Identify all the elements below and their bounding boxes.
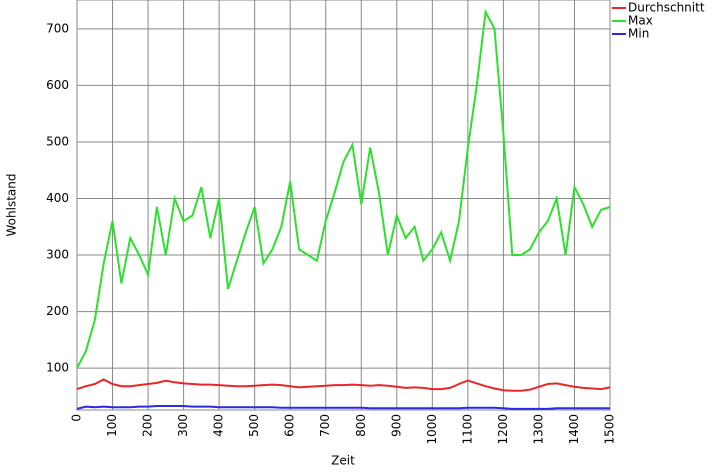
y-tick-label: 500 bbox=[46, 134, 69, 148]
series-line bbox=[76, 405, 610, 410]
x-tick-label: 700 bbox=[318, 414, 332, 437]
x-tick-label: 1500 bbox=[603, 414, 617, 445]
legend-label: Durchschnitt bbox=[628, 1, 705, 15]
y-tick-label: 300 bbox=[46, 248, 69, 262]
x-tick-label: 600 bbox=[283, 414, 297, 437]
legend-label: Min bbox=[628, 27, 649, 41]
x-tick-label: 400 bbox=[212, 414, 226, 437]
x-tick-label: 200 bbox=[141, 414, 155, 437]
legend-label: Max bbox=[628, 14, 653, 28]
x-tick-label: 100 bbox=[105, 414, 119, 437]
x-tick-label: 800 bbox=[354, 414, 368, 437]
x-axis-label: Zeit bbox=[331, 454, 355, 468]
plot-area bbox=[76, 0, 611, 411]
y-axis-label: Wohlstand bbox=[5, 174, 19, 237]
x-tick-label: 1100 bbox=[460, 414, 474, 445]
y-tick-label: 700 bbox=[46, 21, 69, 35]
x-tick-label: 1300 bbox=[531, 414, 545, 445]
x-tick-label: 900 bbox=[389, 414, 403, 437]
x-tick-label: 300 bbox=[176, 414, 190, 437]
x-tick-label: 1000 bbox=[425, 414, 439, 445]
series-line bbox=[76, 8, 611, 369]
y-tick-label: 600 bbox=[46, 78, 69, 92]
x-tick-label: 1200 bbox=[496, 414, 510, 445]
y-tick-label: 100 bbox=[46, 361, 69, 375]
series-line bbox=[76, 378, 611, 392]
x-tick-label: 1400 bbox=[567, 414, 581, 445]
x-tick-label: 500 bbox=[247, 414, 261, 437]
y-tick-label: 200 bbox=[46, 304, 69, 318]
x-tick-label: 0 bbox=[70, 414, 84, 422]
y-tick-label: 400 bbox=[46, 191, 69, 205]
